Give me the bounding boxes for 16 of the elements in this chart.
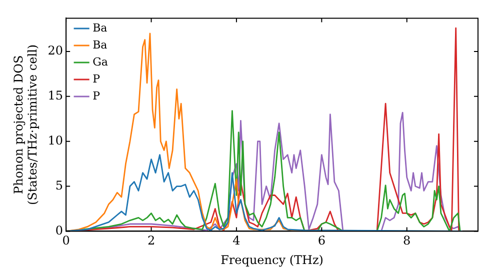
x-tick-label: 4 <box>232 234 241 248</box>
y-axis-title: Phonon projected DOS (States/THz·primitive cell) <box>11 44 40 206</box>
legend-label: Ga <box>92 55 108 68</box>
x-tick-label: 8 <box>403 234 411 248</box>
legend-label: P <box>92 72 101 86</box>
legend-label: Ba <box>92 38 108 52</box>
y-tick-label: 0 <box>55 223 64 238</box>
y-tick-label: 15 <box>48 88 64 103</box>
legend-label: P <box>92 89 101 102</box>
y-tick-label: 5 <box>55 178 64 192</box>
x-tick-label: 2 <box>147 234 156 248</box>
x-tick-label: 6 <box>318 234 326 248</box>
y-tick-label: 10 <box>48 133 64 148</box>
x-axis-title: Frequency (THz) <box>220 252 324 267</box>
legend-label: Ba <box>92 21 108 34</box>
y-tick-label: 20 <box>48 44 64 58</box>
